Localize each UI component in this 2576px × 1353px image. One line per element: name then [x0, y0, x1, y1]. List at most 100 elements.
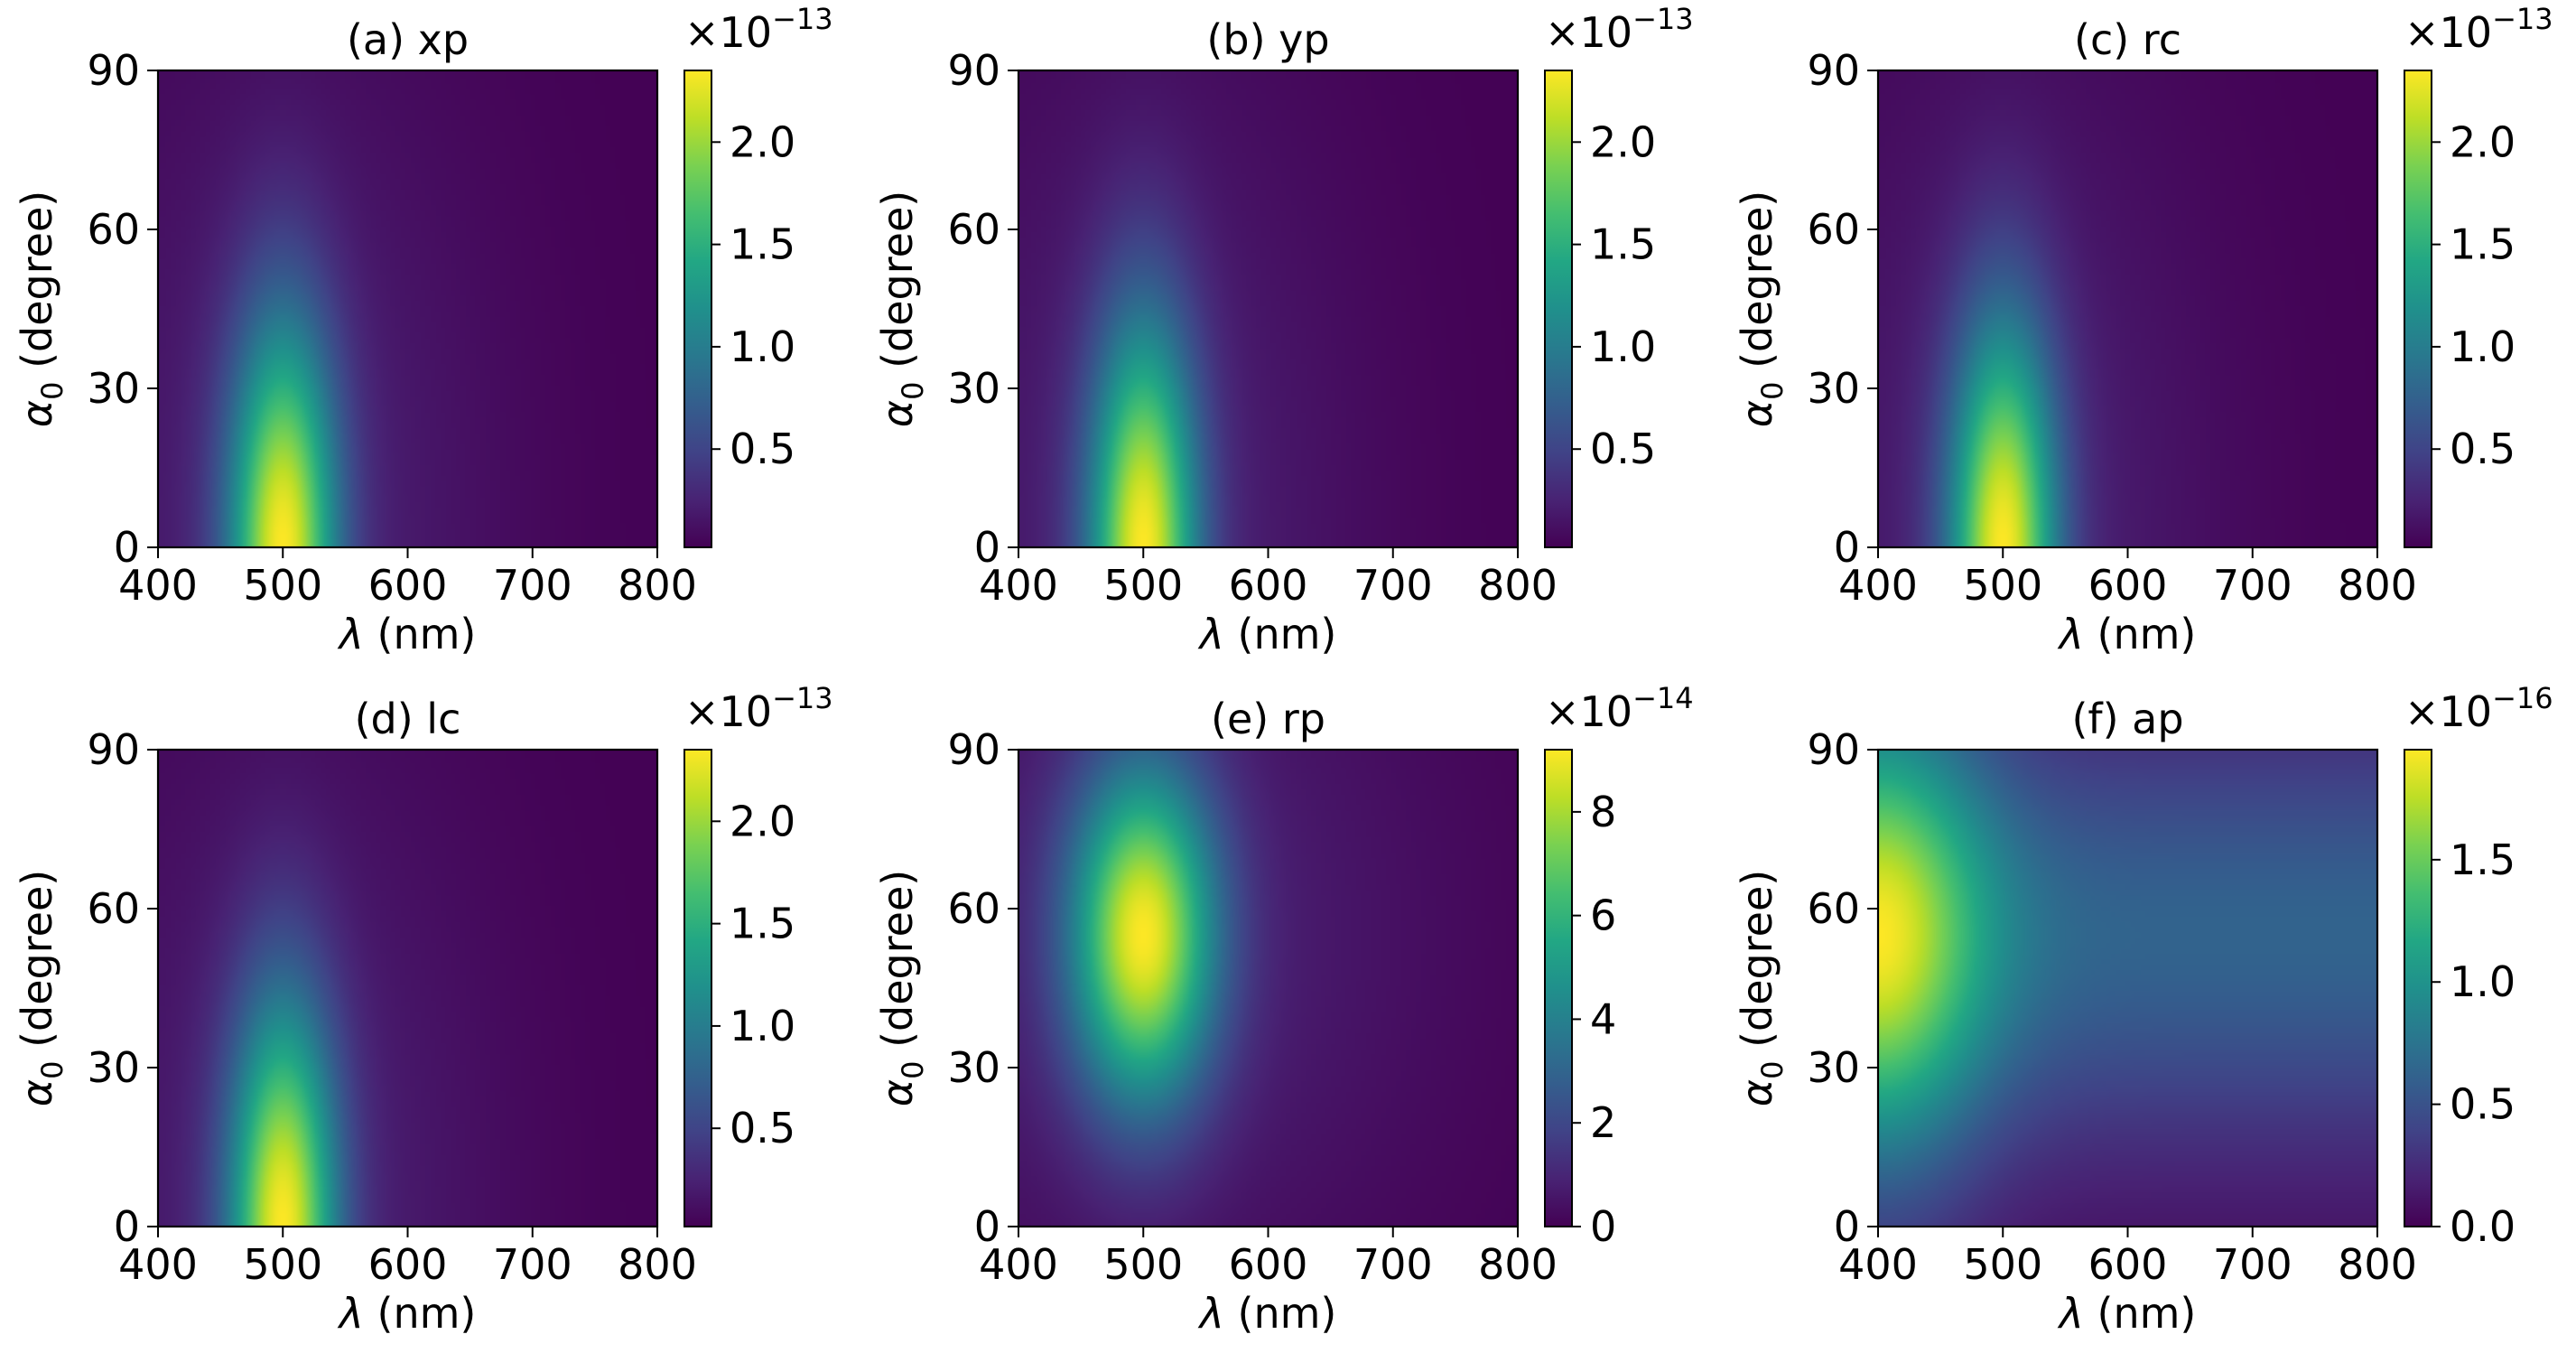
colorbar: [2404, 750, 2432, 1227]
colorbar-tick-label: 1.0: [730, 1002, 795, 1050]
x-tick-label: 400: [979, 561, 1058, 610]
panel-2: (b) yp 400 500 600 700 800 0 30 60 90 λ (nm) α0 (de…: [873, 2, 1694, 658]
x-tick-label: 500: [1103, 1240, 1183, 1289]
x-tick-label: 600: [368, 1240, 448, 1289]
x-tick-label: 400: [118, 1240, 198, 1289]
y-tick-label: 90: [947, 725, 1000, 774]
x-tick-label: 500: [1963, 561, 2042, 610]
x-tick-label: 400: [1838, 561, 1918, 610]
y-tick-label: 30: [87, 364, 140, 413]
y-tick-label: 0: [114, 523, 140, 572]
colorbar-tick-label: 0.5: [730, 425, 795, 473]
colorbar-frame: [1544, 70, 1573, 548]
colorbar-tick-label: 0.5: [2450, 425, 2516, 473]
colorbar-tick-label: 2.0: [730, 797, 795, 845]
x-tick-label: 700: [2213, 561, 2292, 610]
panel-1: (a) xp 400 500 600 700 800 0 30 60 90 λ (nm) α0 (de…: [13, 2, 833, 658]
y-axis-label: α0 (degree): [873, 191, 930, 427]
colorbar-tick-label: 8: [1590, 788, 1616, 836]
colorbar-frame: [2404, 749, 2432, 1227]
y-tick-label: 90: [947, 46, 1000, 95]
y-tick-label: 30: [947, 364, 1000, 413]
colorbar-tick-label: 1.5: [2450, 835, 2516, 884]
colorbar-tick-label: 1.0: [2450, 957, 2516, 1006]
x-tick-label: 400: [1838, 1240, 1918, 1289]
colorbar: [1545, 70, 1572, 547]
colorbar-tick-label: 2.0: [1590, 117, 1656, 166]
y-tick-label: 0: [974, 523, 1000, 572]
colorbar-multiplier: ×10−13: [2404, 2, 2553, 57]
y-axis-label: α0 (degree): [13, 191, 70, 427]
colorbar-multiplier: ×10−16: [2404, 681, 2553, 736]
y-tick-label: 90: [1807, 725, 1860, 774]
x-axis-label: λ (nm): [2057, 1289, 2197, 1338]
x-tick-label: 700: [493, 561, 572, 610]
colorbar-tick-label: 1.0: [730, 322, 795, 371]
y-tick-label: 60: [87, 884, 140, 933]
colorbar-tick-label: 0.5: [1590, 425, 1656, 473]
y-axis-label: α0 (degree): [13, 870, 70, 1106]
y-tick-label: 60: [87, 205, 140, 254]
x-tick-label: 600: [368, 561, 448, 610]
colorbar-tick-label: 1.5: [1590, 220, 1656, 269]
x-tick-label: 700: [493, 1240, 572, 1289]
panel-4: (d) lc 400 500 600 700 800 0 30 60 90 λ (nm) α0 (de…: [13, 681, 833, 1338]
panel-6: (f) ap 400 500 600 700 800 0 30 60 90 λ (nm) α0 (de…: [1733, 681, 2553, 1338]
x-axis-label: λ (nm): [337, 1289, 477, 1338]
x-tick-label: 500: [1103, 561, 1183, 610]
colorbar-tick-label: 2.0: [2450, 117, 2516, 166]
colorbar-tick-label: 0.0: [2450, 1202, 2516, 1251]
colorbar: [1545, 750, 1572, 1227]
y-tick-label: 30: [947, 1043, 1000, 1092]
x-axis-label: λ (nm): [1197, 610, 1337, 658]
x-tick-label: 800: [2338, 561, 2417, 610]
x-tick-label: 500: [243, 561, 322, 610]
colorbar-tick-label: 0.5: [730, 1104, 795, 1152]
x-tick-label: 800: [1478, 1240, 1558, 1289]
y-axis-label: α0 (degree): [1733, 191, 1790, 427]
colorbar-tick-label: 1.5: [730, 220, 795, 269]
colorbar-tick-label: 1.0: [1590, 322, 1656, 371]
y-tick-label: 0: [1834, 523, 1860, 572]
x-tick-label: 800: [618, 561, 697, 610]
colorbar-multiplier: ×10−14: [1545, 681, 1694, 736]
heatmap-image: [1878, 750, 2377, 1227]
colorbar-multiplier: ×10−13: [684, 681, 833, 736]
x-tick-label: 800: [2338, 1240, 2417, 1289]
y-tick-label: 60: [947, 205, 1000, 254]
y-tick-label: 90: [87, 46, 140, 95]
x-tick-label: 600: [1229, 1240, 1308, 1289]
colorbar-multiplier: ×10−13: [684, 2, 833, 57]
y-tick-label: 60: [1807, 884, 1860, 933]
colorbar-tick-label: 0: [1590, 1202, 1616, 1251]
x-axis-label: λ (nm): [2057, 610, 2197, 658]
x-tick-label: 800: [618, 1240, 697, 1289]
y-tick-label: 60: [947, 884, 1000, 933]
x-tick-label: 500: [1963, 1240, 2042, 1289]
colorbar-tick-label: 1.0: [2450, 322, 2516, 371]
heatmap-image: [1878, 70, 2377, 547]
y-axis-label: α0 (degree): [873, 870, 930, 1106]
colorbar-tick-label: 1.5: [730, 900, 795, 948]
x-tick-label: 700: [1353, 1240, 1433, 1289]
colorbar-frame: [2404, 70, 2432, 548]
panel-title: (a) xp: [347, 15, 469, 64]
y-axis-label: α0 (degree): [1733, 870, 1790, 1106]
x-tick-label: 400: [118, 561, 198, 610]
y-tick-label: 30: [1807, 364, 1860, 413]
colorbar-frame: [1544, 749, 1573, 1227]
colorbar: [684, 750, 711, 1227]
colorbar-tick-label: 6: [1590, 891, 1616, 940]
heatmap-image: [158, 750, 657, 1227]
y-tick-label: 30: [87, 1043, 140, 1092]
heatmap-image: [158, 70, 657, 547]
panel-title: (d) lc: [355, 695, 461, 743]
y-tick-label: 30: [1807, 1043, 1860, 1092]
colorbar-frame: [684, 749, 712, 1227]
colorbar-multiplier: ×10−13: [1545, 2, 1694, 57]
colorbar-tick-label: 2.0: [730, 117, 795, 166]
x-axis-label: λ (nm): [337, 610, 477, 658]
colorbar: [2404, 70, 2432, 547]
y-tick-label: 90: [87, 725, 140, 774]
